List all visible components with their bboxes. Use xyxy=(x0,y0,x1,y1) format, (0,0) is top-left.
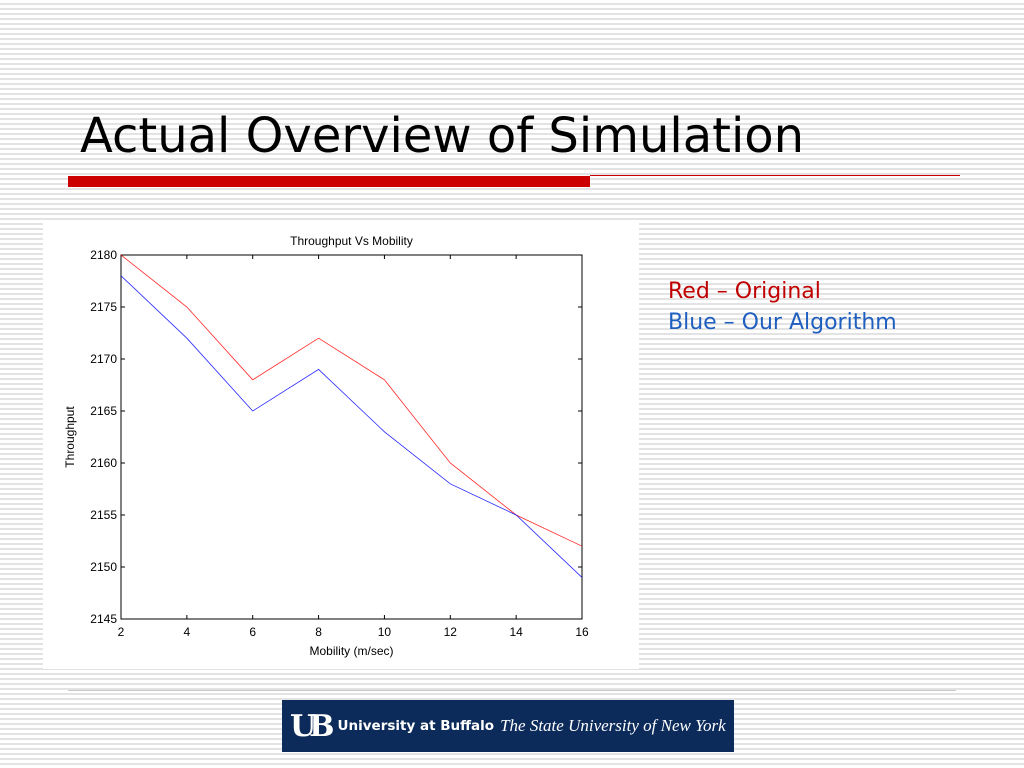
slide-title: Actual Overview of Simulation xyxy=(80,108,805,164)
y-axis-label: Throughput xyxy=(63,406,77,468)
x-axis-label: Mobility (m/sec) xyxy=(309,644,393,658)
y-tick-label: 2180 xyxy=(90,248,117,262)
x-tick-label: 16 xyxy=(575,625,589,639)
x-tick-label: 12 xyxy=(444,625,458,639)
x-tick-label: 6 xyxy=(249,625,256,639)
x-tick-label: 2 xyxy=(118,625,125,639)
x-tick-label: 4 xyxy=(184,625,191,639)
ub-logo-name: University at Buffalo xyxy=(337,718,495,734)
series-legend: Red – Original Blue – Our Algorithm xyxy=(668,276,897,338)
title-underline-thick xyxy=(68,176,590,187)
plot-frame xyxy=(120,254,583,620)
chart-panel: 2 4 6 8 10 12 14 16 2145 2150 2155 2160 2165 2170 2175… xyxy=(43,223,639,669)
y-tick-label: 2170 xyxy=(90,352,117,366)
y-tick-label: 2160 xyxy=(90,456,117,470)
x-tick-label: 10 xyxy=(378,625,392,639)
ub-logo-mark: UB xyxy=(290,708,334,744)
y-tick-label: 2175 xyxy=(90,300,117,314)
series-line-our-algorithm xyxy=(120,275,583,578)
y-tick-label: 2155 xyxy=(90,508,117,522)
university-logo: UB University at Buffalo The State Unive… xyxy=(282,700,734,752)
x-tick-label: 14 xyxy=(509,625,523,639)
y-tick-label: 2150 xyxy=(90,560,117,574)
series-line-original xyxy=(120,254,583,547)
title-underline-thin xyxy=(590,175,960,176)
footer-divider xyxy=(68,690,956,691)
throughput-chart: 2 4 6 8 10 12 14 16 2145 2150 2155 2160 2165 2170 2175… xyxy=(63,234,589,658)
x-tick-label: 8 xyxy=(315,625,322,639)
chart-title: Throughput Vs Mobility xyxy=(290,234,413,248)
legend-item-our-algorithm: Blue – Our Algorithm xyxy=(668,310,897,335)
y-tick-label: 2145 xyxy=(90,612,117,626)
legend-item-original: Red – Original xyxy=(668,279,821,304)
y-tick-label: 2165 xyxy=(90,404,117,418)
ub-logo-subtitle: The State University of New York xyxy=(500,716,726,735)
